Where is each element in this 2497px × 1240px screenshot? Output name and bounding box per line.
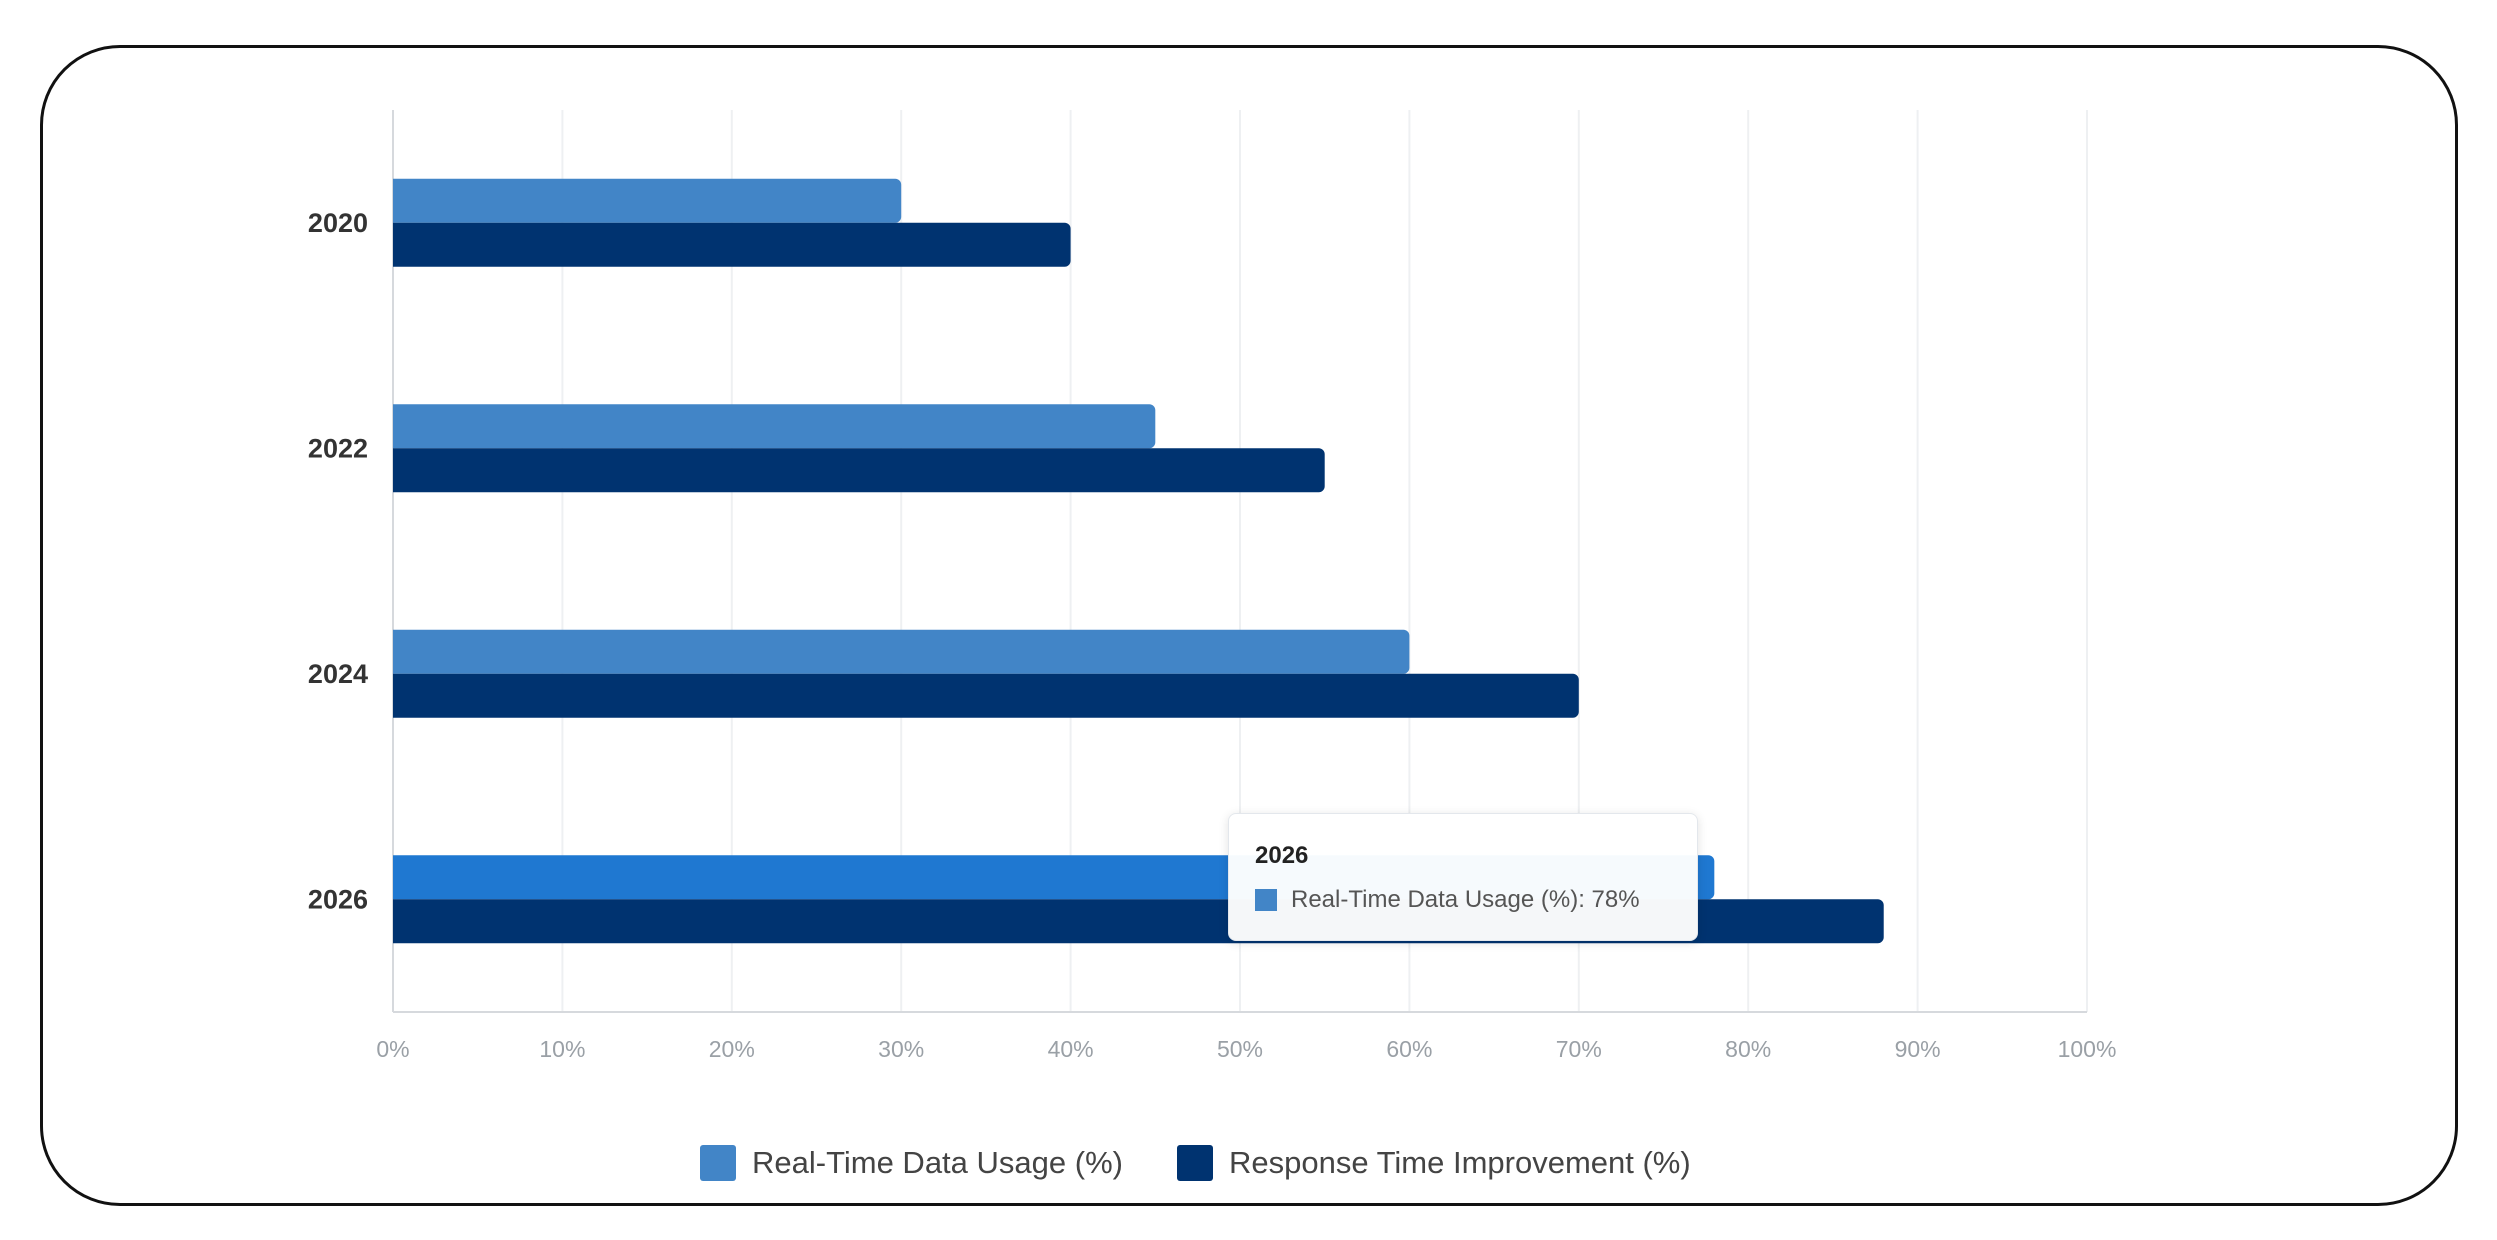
bar-2022-series-1[interactable] [393,448,1325,493]
tooltip-swatch [1255,889,1277,911]
y-category-label: 2022 [308,433,368,463]
axis-labels: 0% 10% 20% 30% 40% 50% 60% 70% 80% 90% 100% 2020 202… [308,208,2116,1062]
chart-legend: Real-Time Data Usage (%) Response Time I… [700,1143,1691,1183]
chart-tooltip: 2026 Real-Time Data Usage (%): 78% [1228,813,1698,941]
x-tick-label: 80% [1725,1036,1771,1062]
x-tick-label: 20% [709,1036,755,1062]
x-tick-label: 60% [1386,1036,1432,1062]
bar-2020-series-0[interactable] [393,178,902,223]
bar-2024-series-0[interactable] [393,629,1410,674]
legend-label: Real-Time Data Usage (%) [752,1145,1123,1180]
legend-swatch [1176,1145,1213,1181]
legend-swatch [700,1145,736,1181]
tooltip-row: Real-Time Data Usage (%): 78% [1255,886,1671,914]
x-tick-label: 0% [376,1036,409,1062]
legend-item-response-time-improvement[interactable]: Response Time Improvement (%) [1176,1145,1691,1181]
y-category-label: 2026 [308,884,368,914]
bar-2024-series-1[interactable] [393,673,1579,718]
x-tick-label: 50% [1217,1036,1263,1062]
tooltip-title: 2026 [1255,842,1309,869]
x-tick-label: 10% [539,1036,585,1062]
tooltip-text: Real-Time Data Usage (%): 78% [1291,886,1640,913]
x-tick-label: 70% [1556,1036,1602,1062]
bar-2022-series-0[interactable] [393,404,1156,449]
x-tick-label: 30% [878,1036,924,1062]
y-category-label: 2020 [308,208,368,238]
legend-label: Response Time Improvement (%) [1228,1145,1691,1180]
x-tick-label: 100% [2058,1036,2117,1062]
x-tick-label: 40% [1048,1036,1094,1062]
y-category-label: 2024 [308,659,368,689]
legend-item-real-time-data-usage[interactable]: Real-Time Data Usage (%) [700,1145,1123,1181]
x-tick-label: 90% [1895,1036,1941,1062]
bar-2020-series-1[interactable] [393,222,1071,267]
